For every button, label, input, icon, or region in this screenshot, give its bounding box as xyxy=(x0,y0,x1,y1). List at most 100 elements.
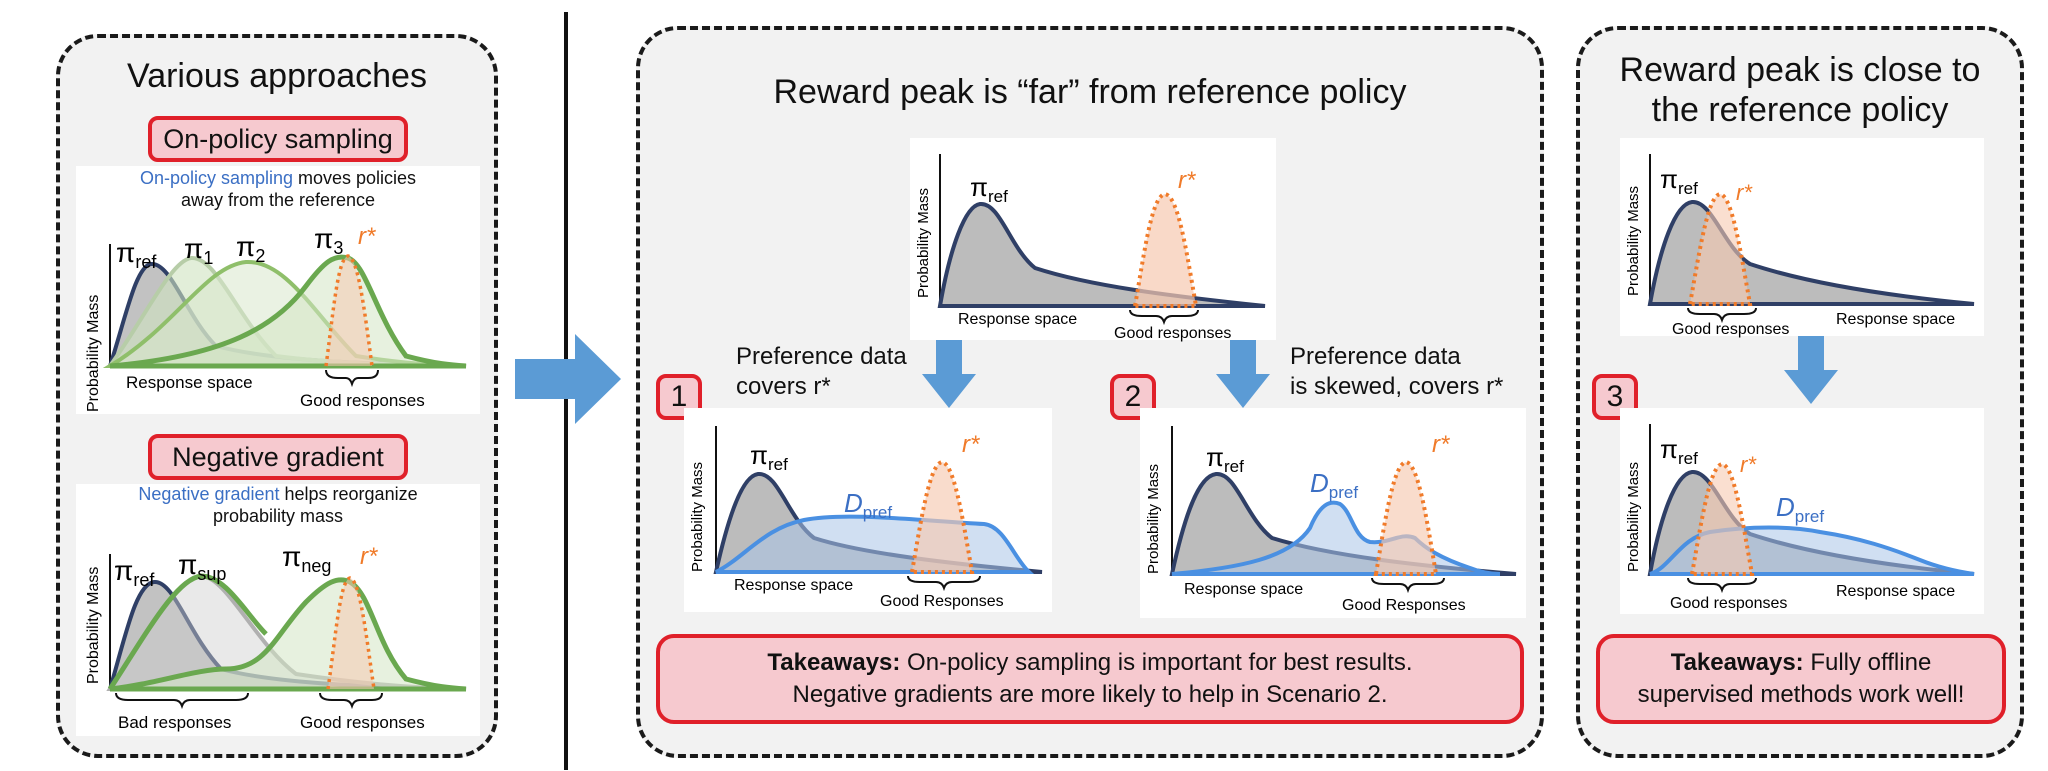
scenario1-good-label: Good Responses xyxy=(880,593,1004,610)
neggrad-rstar-curve xyxy=(326,576,376,690)
scenario1-xlabel: Response space xyxy=(734,577,853,594)
right-takeaway: Takeaways: Fully offline supervised meth… xyxy=(1596,634,2006,724)
scenario1-rstar-curve xyxy=(909,459,975,574)
onpolicy-good-brace xyxy=(325,369,379,388)
middle-top-figure: πref r* Probability Mass Response space … xyxy=(910,138,1276,342)
onpolicy-note: On-policy sampling moves policies away f… xyxy=(76,168,480,211)
neggrad-bad-label: Bad responses xyxy=(118,713,231,732)
middle-top-label-pi-ref: πref xyxy=(970,172,1008,206)
onpolicy-good-label: Good responses xyxy=(300,391,425,410)
scenario3-xlabel: Response space xyxy=(1836,583,1955,600)
scenario1-figure: πref Dpref r* Probability Mass Response … xyxy=(684,408,1052,612)
onpolicy-label-pi3: π3 xyxy=(314,223,343,258)
scenario2-ylabel: Probability Mass xyxy=(1145,464,1162,574)
right-top-label-pi-ref: πref xyxy=(1660,164,1698,198)
neggrad-pi-sup-outline xyxy=(107,573,268,691)
right-takeaway-bold: Takeaways: xyxy=(1670,648,1804,676)
right-top-good-label: Good responses xyxy=(1672,321,1789,338)
neggrad-good-label: Good responses xyxy=(300,713,425,732)
onpolicy-note-text2: away from the reference xyxy=(180,189,376,210)
scenario2-figure: πref Dpref r* Probability Mass Response … xyxy=(1140,408,1526,618)
scenario3-label-rstar: r* xyxy=(1740,452,1757,477)
onpolicy-xlabel: Response space xyxy=(126,373,253,392)
right-top-xlabel: Response space xyxy=(1836,311,1955,328)
onpolicy-note-highlight: On-policy sampling xyxy=(139,168,293,188)
scenario3-good-label: Good responses xyxy=(1670,595,1787,612)
middle-panel-title: Reward peak is “far” from reference poli… xyxy=(773,73,1407,111)
right-panel-title-line1: Reward peak is close to xyxy=(1619,51,1981,89)
down-arrow-3-icon xyxy=(1784,336,1838,404)
right-top-chart: πref r* Probability Mass Good responses … xyxy=(1625,154,1975,338)
scenario3-figure: πref r* Dpref Probability Mass Good resp… xyxy=(1620,408,1984,614)
right-panel-title: Reward peak is close to the reference po… xyxy=(1576,50,2024,130)
middle-top-rstar-curve xyxy=(1132,191,1199,308)
middle-top-chart: πref r* Probability Mass Response space … xyxy=(915,154,1266,342)
scenario2-caption-line1: Preference data xyxy=(1290,343,1461,370)
scenario3-ylabel: Probability Mass xyxy=(1625,462,1642,572)
onpolicy-note-text: moves policies xyxy=(293,168,417,188)
neggrad-label-pi-sup: πsup xyxy=(178,549,226,584)
scenario3-chart: πref r* Dpref Probability Mass Good resp… xyxy=(1625,424,1975,612)
middle-takeaway-bold: Takeaways: xyxy=(767,648,901,676)
neggrad-pi-neg-curve xyxy=(109,577,467,692)
onpolicy-label: On-policy sampling xyxy=(148,116,408,162)
scenario2-xlabel: Response space xyxy=(1184,581,1303,598)
scenario3-rstar-curve xyxy=(1689,461,1755,576)
scenario3-label-dpref: Dpref xyxy=(1776,492,1824,526)
scenario3-badge: 3 xyxy=(1592,374,1638,420)
neggrad-figure: Negative gradient helps reorganize proba… xyxy=(76,484,480,736)
middle-top-ylabel: Probability Mass xyxy=(915,188,932,298)
onpolicy-chart: πref π1 π2 π3 r* Probability Mass Respon… xyxy=(85,223,467,412)
scenario2-caption-line2: is skewed, covers r* xyxy=(1290,373,1504,400)
middle-top-xlabel: Response space xyxy=(958,311,1077,328)
scenario1-label-rstar: r* xyxy=(962,431,980,458)
scenario1-label-pi-ref: πref xyxy=(750,440,788,474)
scenario1-badge: 1 xyxy=(656,374,702,420)
scenario1-good-brace xyxy=(907,575,981,592)
scenario2-chart: πref Dpref r* Probability Mass Response … xyxy=(1145,426,1517,614)
scenario2-label-rstar: r* xyxy=(1432,431,1450,458)
neggrad-ylabel: Probability Mass xyxy=(85,567,102,684)
right-takeaway-line1: Fully offline xyxy=(1803,648,1932,676)
scenario2-caption: Preference data is skewed, covers r* xyxy=(1290,342,1503,402)
scenario1-caption: Preference data covers r* xyxy=(736,342,907,402)
middle-top-pi-ref-curve xyxy=(937,202,1266,308)
neggrad-note: Negative gradient helps reorganize proba… xyxy=(76,484,480,527)
right-top-label-rstar: r* xyxy=(1736,180,1753,205)
middle-top-good-label: Good responses xyxy=(1114,325,1231,342)
middle-takeaway: Takeaways: On-policy sampling is importa… xyxy=(656,634,1524,724)
neggrad-good-brace xyxy=(319,692,383,710)
neggrad-label-rstar: r* xyxy=(360,543,378,570)
neggrad-note-text2: probability mass xyxy=(212,505,344,526)
right-panel-title-line2: the reference policy xyxy=(1651,91,1949,130)
left-panel-title: Various approaches xyxy=(127,57,427,95)
middle-top-label-rstar: r* xyxy=(1178,167,1196,194)
down-arrow-2-icon xyxy=(1216,340,1270,408)
scenario3-good-brace xyxy=(1687,577,1757,594)
onpolicy-ylabel: Probability Mass xyxy=(85,295,102,412)
onpolicy-rstar-curve xyxy=(324,254,374,367)
neggrad-note-highlight: Negative gradient xyxy=(138,484,280,504)
neggrad-note-text: helps reorganize xyxy=(279,484,418,504)
scenario2-label-pi-ref: πref xyxy=(1206,442,1244,476)
onpolicy-figure: On-policy sampling moves policies away f… xyxy=(76,166,480,414)
down-arrow-1-icon xyxy=(922,340,976,408)
onpolicy-label-rstar: r* xyxy=(358,223,376,250)
scenario1-label-dpref: Dpref xyxy=(844,488,892,522)
onpolicy-label-pi-ref: πref xyxy=(116,237,157,272)
scenario2-label-dpref: Dpref xyxy=(1310,468,1358,502)
neggrad-bad-brace xyxy=(115,692,249,710)
middle-takeaway-line2: Negative gradients are more likely to he… xyxy=(792,681,1388,708)
scenario2-rstar-curve xyxy=(1373,459,1439,576)
onpolicy-label-pi2: π2 xyxy=(236,231,265,266)
middle-takeaway-line1: On-policy sampling is important for best… xyxy=(900,648,1413,676)
right-takeaway-text: Takeaways: Fully offline supervised meth… xyxy=(1638,647,1965,712)
middle-top-good-brace xyxy=(1129,309,1199,326)
scenario1-chart: πref Dpref r* Probability Mass Response … xyxy=(689,426,1043,610)
right-top-ylabel: Probability Mass xyxy=(1625,186,1642,296)
onpolicy-label-pi1: π1 xyxy=(184,233,213,268)
right-top-figure: πref r* Probability Mass Good responses … xyxy=(1620,138,1984,338)
right-top-good-brace xyxy=(1687,307,1757,324)
neggrad-label-pi-neg: πneg xyxy=(282,541,331,576)
right-takeaway-line2: supervised methods work well! xyxy=(1637,681,1965,708)
